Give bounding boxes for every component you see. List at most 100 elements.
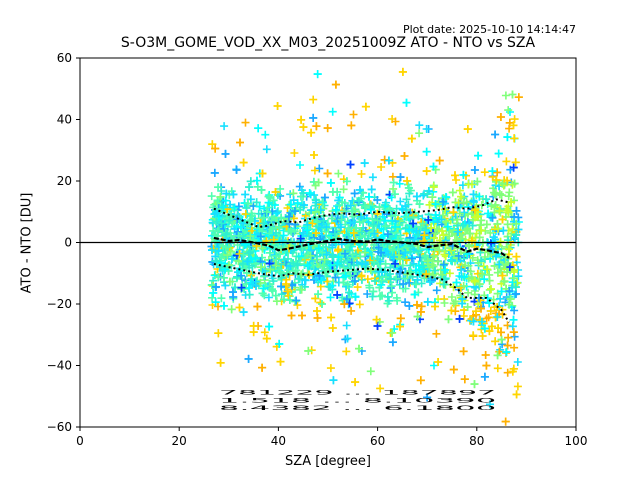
scatter-point [344, 224, 353, 233]
scatter-point [326, 178, 335, 187]
scatter-point [368, 215, 377, 224]
scatter-point [297, 252, 306, 261]
scatter-point [310, 166, 319, 175]
scatter-point [386, 274, 395, 283]
scatter-point [507, 198, 516, 207]
scatter-point [221, 149, 230, 158]
scatter-point [457, 265, 466, 274]
scatter-point [262, 334, 271, 343]
scatter-point [265, 229, 274, 238]
scatter-point [513, 358, 522, 366]
scatter-point [506, 295, 515, 304]
scatter-point [210, 168, 219, 177]
scatter-point [417, 302, 426, 311]
scatter-point [323, 124, 332, 133]
scatter-point [251, 254, 260, 262]
scatter-point [505, 300, 514, 309]
scatter-point [477, 317, 486, 326]
scatter-point [347, 121, 356, 130]
scatter-point [280, 255, 289, 264]
scatter-point [241, 118, 250, 127]
scatter-point [277, 273, 286, 282]
scatter-point [258, 244, 267, 253]
scatter-point [350, 277, 359, 285]
scatter-point [487, 202, 496, 210]
scatter-point [510, 134, 519, 143]
scatter-point [339, 278, 348, 287]
scatter-point [314, 290, 323, 299]
scatter-point [254, 124, 263, 133]
scatter-point [336, 223, 345, 232]
scatter-point [466, 267, 475, 276]
scatter-point [388, 245, 397, 254]
scatter-point [338, 198, 347, 207]
scatter-point [496, 113, 505, 121]
scatter-point [312, 122, 321, 131]
statistic-lines [80, 198, 576, 323]
scatter-point [377, 248, 385, 257]
scatter-point [514, 93, 523, 102]
scatter-point [473, 269, 482, 278]
plot-date: Plot date: 2025-10-10 14:14:47 [402, 23, 576, 36]
scatter-point [282, 280, 291, 288]
scatter-point [355, 344, 363, 353]
scatter-point [311, 201, 320, 210]
scatter-point [504, 192, 513, 201]
scatter-point [311, 265, 320, 273]
scatter-point [345, 299, 354, 308]
scatter-point [290, 149, 299, 157]
scatter-point [303, 261, 312, 270]
scatter-point [464, 180, 473, 189]
scatter-point [454, 251, 463, 260]
scatter-point [221, 196, 230, 205]
scatter-point [478, 332, 487, 340]
x-tick-label: 20 [172, 434, 187, 448]
scatter-point [216, 263, 225, 272]
scatter-point [346, 201, 355, 210]
scatter-point [333, 290, 342, 299]
scatter-point [472, 307, 480, 316]
scatter-point [449, 365, 458, 374]
scatter-point [211, 298, 220, 307]
scatter-point [470, 277, 479, 286]
scatter-point [430, 361, 438, 370]
scatter-point [459, 170, 468, 179]
scatter-point [331, 273, 340, 282]
scatter-point [430, 233, 438, 242]
scatter-point [259, 284, 268, 293]
scatter-point [271, 261, 280, 270]
scatter-point [497, 335, 506, 344]
scatter-point [470, 206, 479, 215]
scatter-point [292, 296, 301, 305]
scatter-point [358, 259, 367, 268]
scatter-point [412, 192, 421, 201]
scatter-point [430, 252, 439, 260]
scatter-point [317, 276, 326, 285]
scatter-point [244, 354, 253, 363]
scatter-point [326, 293, 335, 302]
scatter-point [311, 294, 320, 303]
scatter-point [503, 321, 512, 330]
scatter-point [235, 303, 244, 312]
scatter-point [473, 177, 482, 186]
scatter-point [351, 378, 360, 387]
scatter-point [260, 213, 269, 222]
scatter-point [398, 205, 407, 214]
scatter-point [337, 215, 346, 224]
scatter-point [496, 263, 505, 272]
scatter-point [454, 227, 463, 236]
y-tick-label: 60 [57, 51, 72, 65]
scatter-point [502, 157, 511, 166]
scatter-point [404, 183, 413, 192]
scatter-point [226, 247, 235, 256]
scatter-point [330, 230, 339, 239]
scatter-point [328, 107, 337, 116]
scatter-point [509, 163, 518, 172]
scatter-point [239, 158, 248, 167]
scatter-point [439, 260, 448, 269]
scatter-point [488, 213, 497, 222]
scatter-point [461, 261, 470, 270]
scatter-point [396, 173, 405, 182]
scatter-point [242, 268, 251, 277]
scatter-point [241, 190, 250, 199]
